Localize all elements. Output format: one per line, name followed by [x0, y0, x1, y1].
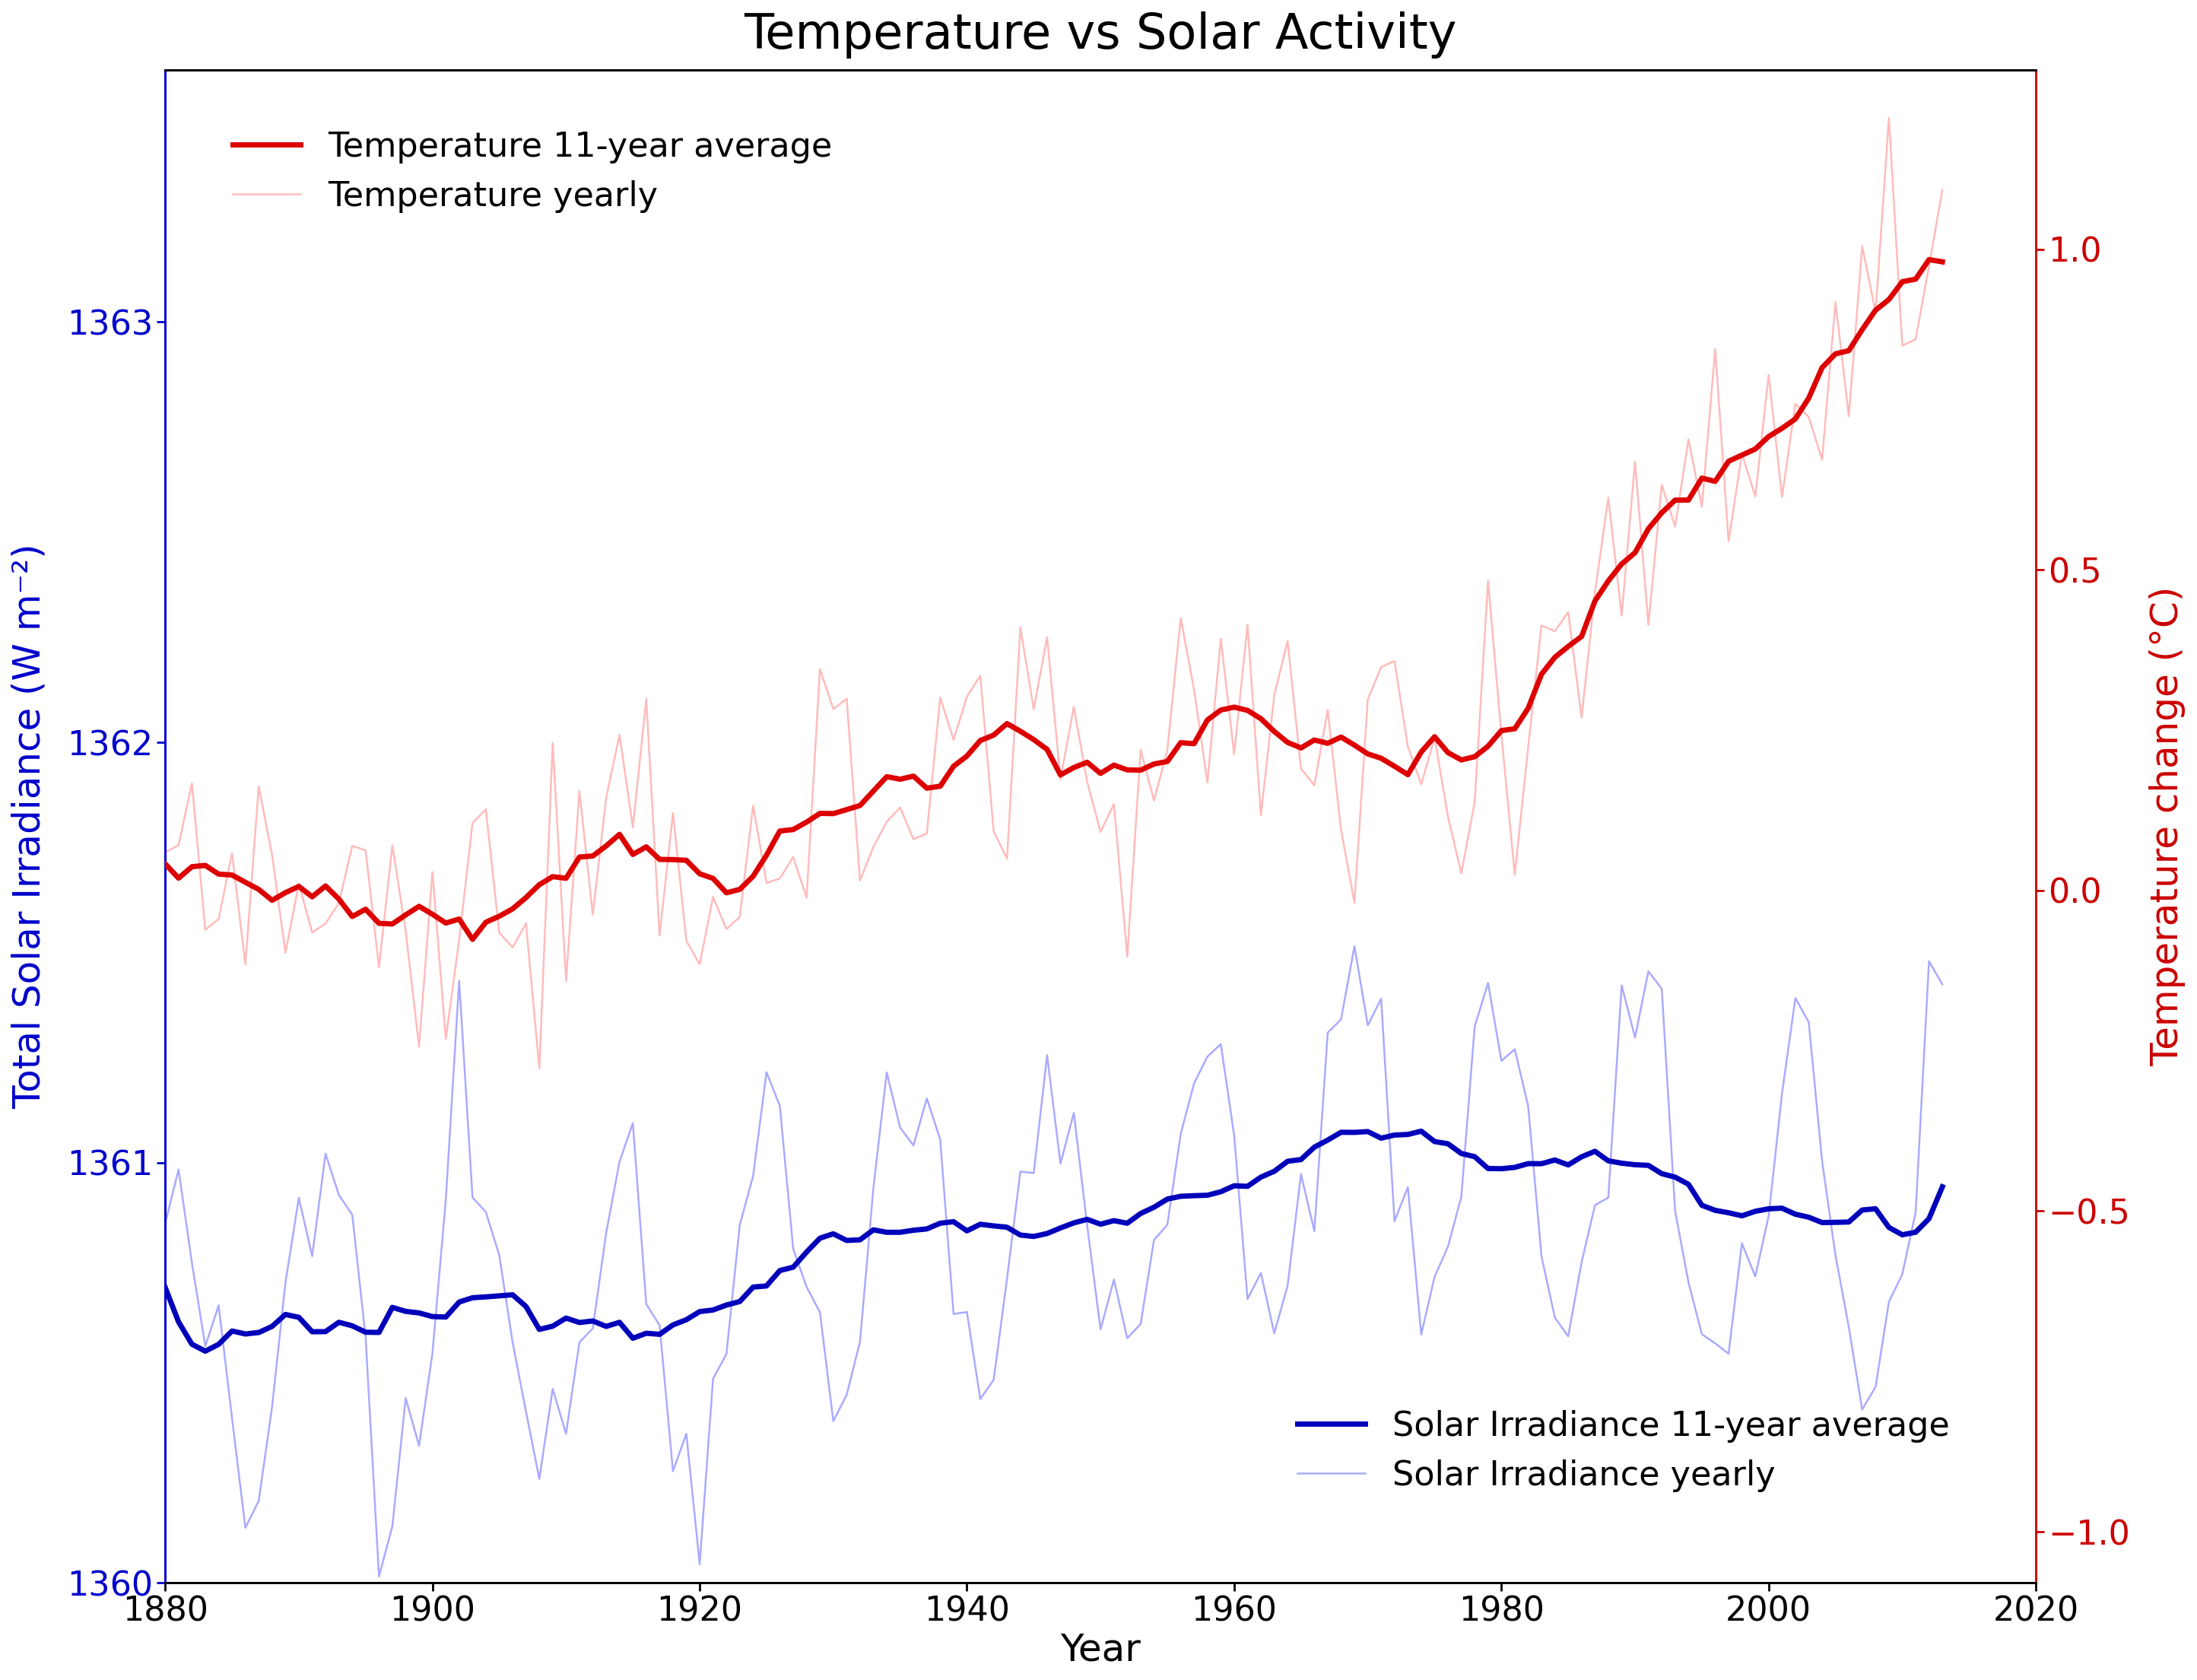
Title: Temperature vs Solar Activity: Temperature vs Solar Activity: [745, 12, 1457, 59]
X-axis label: Year: Year: [1061, 1631, 1140, 1668]
Legend: Solar Irradiance 11-year average, Solar Irradiance yearly: Solar Irradiance 11-year average, Solar …: [1283, 1396, 1962, 1505]
Y-axis label: Total Solar Irradiance (W m⁻²): Total Solar Irradiance (W m⁻²): [11, 544, 48, 1109]
Y-axis label: Temperature change (°C): Temperature change (°C): [2149, 586, 2186, 1067]
